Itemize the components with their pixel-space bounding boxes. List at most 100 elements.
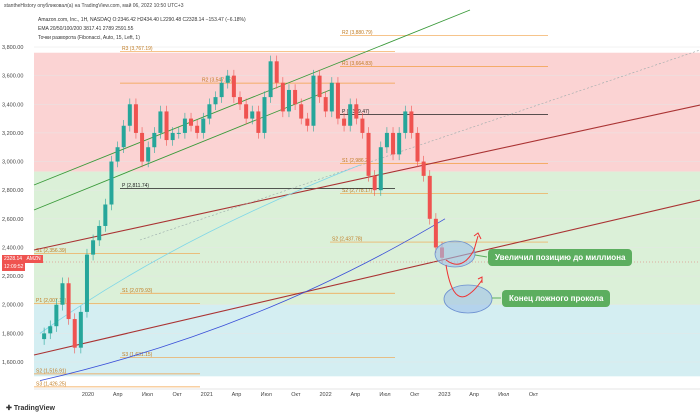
candle-body <box>280 82 285 112</box>
candle-body <box>391 132 396 155</box>
candle-body <box>409 111 414 133</box>
candle-body <box>140 132 145 162</box>
x-tick-label: 2023 <box>438 392 450 398</box>
tradingview-label: TradingView <box>13 405 55 412</box>
candle-body <box>268 61 273 98</box>
pivot-label: R1 (3,664.83) <box>342 61 373 67</box>
arrow-upper-head <box>473 232 482 240</box>
candle-body <box>360 118 365 133</box>
callout-line-upper <box>474 254 488 258</box>
x-tick-label: Июл <box>261 392 272 398</box>
ellipse-upper <box>434 240 476 268</box>
trendline-dotted <box>139 49 700 241</box>
y-tick-label: 3,000.00 <box>2 160 23 166</box>
candle-body <box>323 97 328 112</box>
candle-body <box>256 111 261 133</box>
candle-body <box>127 104 132 126</box>
candle-body <box>97 225 102 241</box>
candle-body <box>299 104 304 119</box>
x-tick-label: 2020 <box>82 392 94 398</box>
candle-body <box>219 82 224 98</box>
candle-body <box>378 147 383 191</box>
pivot-label: R3 (3,767.19) <box>122 46 153 52</box>
candle-body <box>348 104 353 126</box>
candle-body <box>329 82 334 112</box>
x-tick-label: 2021 <box>201 392 213 398</box>
ema-100-line <box>39 164 361 334</box>
candle-body <box>342 118 347 126</box>
candle-body <box>146 147 151 162</box>
x-tick-label: Апр <box>469 392 479 398</box>
arrow-upper <box>445 235 479 265</box>
candle-body <box>115 147 120 162</box>
candle-body <box>84 254 89 312</box>
candle-body <box>403 111 408 133</box>
candle-body <box>133 104 138 133</box>
zone-lower <box>34 304 700 377</box>
pivot-label: S1 (2,986.2) <box>342 158 370 164</box>
ema-200-line <box>39 218 446 382</box>
pivot-label: S1 (2,079.93) <box>122 288 153 294</box>
x-tick-label: Окт <box>291 392 301 398</box>
x-tick-label: Июл <box>379 392 390 398</box>
candle-body <box>250 111 255 119</box>
pivot-label: S2 (2,437.78) <box>332 237 363 243</box>
pivot-label: S2 (1,516.91) <box>36 368 67 374</box>
candle-body <box>54 304 59 327</box>
candle-body <box>244 104 249 119</box>
candle-body <box>262 97 267 133</box>
pivots-line: Точки разворота (Fibonacci, Auto, 15, Le… <box>38 35 140 41</box>
candle-body <box>164 111 169 141</box>
candle-body <box>286 89 291 112</box>
pivot-label: P (2,811.74) <box>122 183 149 189</box>
candle-body <box>397 132 402 155</box>
countdown-tag: 12:09:52 <box>2 263 26 271</box>
candle-body <box>66 283 71 320</box>
candle-body <box>195 125 200 133</box>
y-tick-label: 1,600.00 <box>2 360 23 366</box>
pivot-label: R2 (3,547.55) <box>202 78 233 84</box>
candle-body <box>152 132 157 148</box>
y-tick-label: 3,600.00 <box>2 74 23 80</box>
y-tick-label: 2,000.00 <box>2 303 23 309</box>
candle-body <box>335 82 340 119</box>
annotation-upper: Увеличил позицию до миллиона <box>488 249 633 266</box>
candle-body <box>354 104 359 119</box>
candle-body <box>158 111 163 133</box>
pivot-label: S3 (1,426.25) <box>36 381 67 387</box>
candle-body <box>415 132 420 162</box>
trendline-green-upper <box>33 9 471 186</box>
indicator-legend: Amazon.com, Inc., 1Н, NASDAQ O:2346.42 H… <box>38 16 246 43</box>
candle-body <box>201 118 206 133</box>
candle-body <box>384 132 389 148</box>
candle-body <box>176 132 181 134</box>
current-price: 2328.14 <box>4 256 23 262</box>
y-tick-label: 3,200.00 <box>2 131 23 137</box>
current-symbol: AMZN <box>26 256 41 262</box>
current-price-tag: 2328.14 AMZN <box>2 255 43 263</box>
candle-body <box>170 132 175 141</box>
tradingview-watermark: ✚ TradingView <box>6 404 55 412</box>
arrow-lower <box>445 264 483 298</box>
pivot-label: S2 (2,778.17) <box>342 188 373 194</box>
candle-body <box>103 204 108 226</box>
candle-body <box>72 319 77 348</box>
trendline-red-upper <box>33 104 700 251</box>
candle-body <box>91 240 96 255</box>
y-tick-label: 2,400.00 <box>2 245 23 251</box>
x-tick-label: Июл <box>142 392 153 398</box>
annotation-lower: Конец ложного прокола <box>502 290 611 307</box>
x-tick-label: Окт <box>529 392 539 398</box>
x-tick-label: Окт <box>172 392 182 398</box>
candle-body <box>42 333 47 340</box>
pivot-label: R2 (3,880.79) <box>342 30 373 36</box>
candle-body <box>274 61 279 83</box>
candle-body <box>225 75 230 83</box>
x-tick-label: 2022 <box>319 392 331 398</box>
symbol-line: Amazon.com, Inc., 1Н, NASDAQ O:2346.42 H… <box>38 17 246 23</box>
tradingview-logo-icon: ✚ <box>6 405 12 412</box>
candle-body <box>238 97 242 105</box>
candle-body <box>213 97 218 105</box>
